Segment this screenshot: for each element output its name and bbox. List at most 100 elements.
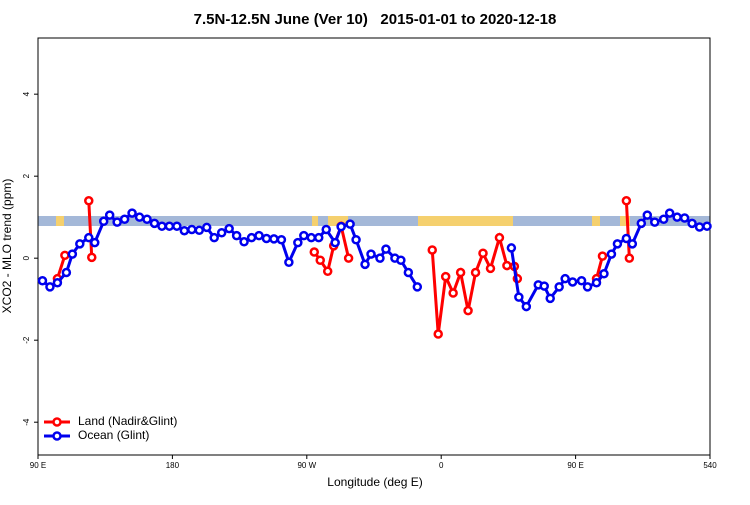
data-point bbox=[321, 224, 331, 235]
mask-land bbox=[620, 216, 630, 226]
data-point bbox=[506, 243, 517, 253]
data-point bbox=[330, 237, 340, 248]
data-point bbox=[345, 219, 355, 229]
data-point bbox=[45, 282, 55, 292]
data-point bbox=[84, 232, 94, 243]
data-point bbox=[60, 250, 70, 261]
x-tick-label: 0 bbox=[439, 461, 444, 470]
data-point bbox=[87, 252, 97, 263]
data-point bbox=[89, 237, 100, 248]
data-point bbox=[75, 239, 85, 249]
data-point bbox=[284, 257, 294, 268]
data-point bbox=[463, 305, 473, 316]
data-point bbox=[554, 282, 564, 292]
data-point bbox=[560, 273, 570, 284]
data-point bbox=[642, 210, 653, 220]
data-point bbox=[624, 253, 635, 263]
data-point bbox=[433, 329, 443, 339]
data-point bbox=[687, 218, 697, 229]
data-point bbox=[179, 225, 190, 236]
data-point bbox=[104, 210, 115, 220]
data-point bbox=[269, 234, 279, 244]
y-tick-label: -2 bbox=[22, 336, 31, 344]
data-point bbox=[539, 281, 549, 291]
data-point bbox=[396, 255, 406, 265]
data-point bbox=[694, 222, 705, 232]
data-point bbox=[360, 259, 370, 270]
mask-land bbox=[56, 216, 64, 226]
data-point bbox=[576, 275, 587, 286]
data-point bbox=[521, 301, 532, 312]
x-tick-label: 90 E bbox=[30, 461, 46, 470]
data-point bbox=[343, 253, 354, 263]
x-tick-label: 180 bbox=[166, 461, 180, 470]
data-point bbox=[127, 208, 137, 218]
x-tick-label: 540 bbox=[703, 461, 717, 470]
data-point bbox=[485, 263, 496, 274]
data-point bbox=[61, 267, 72, 278]
data-point bbox=[672, 212, 682, 222]
data-point bbox=[299, 230, 309, 241]
data-point bbox=[502, 260, 512, 271]
y-tick-label: -4 bbox=[22, 418, 31, 426]
data-point bbox=[649, 217, 660, 227]
data-point bbox=[309, 247, 320, 257]
data-point bbox=[276, 234, 287, 245]
data-point bbox=[164, 221, 175, 231]
data-point bbox=[98, 216, 109, 227]
data-point bbox=[157, 221, 167, 231]
data-point bbox=[545, 293, 555, 304]
data-point bbox=[664, 208, 675, 218]
mask-land bbox=[328, 216, 348, 226]
data-point bbox=[142, 214, 152, 224]
data-point bbox=[470, 267, 481, 278]
data-point bbox=[612, 239, 623, 249]
data-point bbox=[494, 232, 505, 243]
data-point bbox=[412, 282, 423, 292]
chart-title: 7.5N-12.5N June (Ver 10) 2015-01-01 to 2… bbox=[194, 11, 557, 28]
data-point bbox=[37, 275, 48, 286]
series-line bbox=[41, 211, 708, 310]
data-point bbox=[375, 253, 385, 263]
data-point bbox=[621, 196, 632, 206]
data-point bbox=[119, 214, 130, 224]
data-point bbox=[52, 278, 63, 288]
x-axis-label: Longitude (deg E) bbox=[327, 475, 422, 489]
data-point bbox=[67, 249, 78, 259]
mask-land bbox=[418, 216, 513, 226]
data-point bbox=[582, 282, 593, 292]
data-point bbox=[239, 237, 249, 247]
y-axis-label: XCO2 - MLO trend (ppm) bbox=[0, 179, 14, 314]
data-point bbox=[201, 222, 212, 233]
data-point bbox=[606, 249, 617, 259]
x-tick-label: 90 E bbox=[567, 461, 583, 470]
data-point bbox=[440, 271, 451, 282]
data-point bbox=[231, 230, 242, 241]
data-point bbox=[597, 251, 608, 261]
x-tick-label: 90 W bbox=[297, 461, 316, 470]
data-point bbox=[224, 223, 234, 234]
land-mask bbox=[38, 216, 710, 226]
mask-land bbox=[592, 216, 600, 226]
data-point bbox=[366, 249, 376, 259]
data-point bbox=[172, 221, 182, 231]
data-point bbox=[246, 232, 257, 243]
legend-label: Land (Nadir&Glint) bbox=[78, 414, 177, 428]
data-point bbox=[194, 225, 205, 236]
data-point bbox=[599, 269, 609, 279]
data-point bbox=[351, 234, 361, 245]
data-point bbox=[216, 228, 227, 238]
data-point bbox=[254, 230, 264, 241]
y-tick-label: 4 bbox=[22, 91, 31, 96]
data-point bbox=[658, 214, 669, 224]
data-point bbox=[261, 233, 272, 244]
legend-label: Ocean (Glint) bbox=[78, 428, 149, 442]
data-point bbox=[322, 266, 333, 277]
data-point bbox=[315, 255, 325, 265]
data-point bbox=[84, 196, 94, 206]
data-point bbox=[591, 278, 602, 288]
data-point bbox=[403, 267, 414, 278]
mask-band bbox=[38, 216, 710, 226]
data-point bbox=[313, 232, 324, 243]
data-point bbox=[149, 218, 160, 229]
